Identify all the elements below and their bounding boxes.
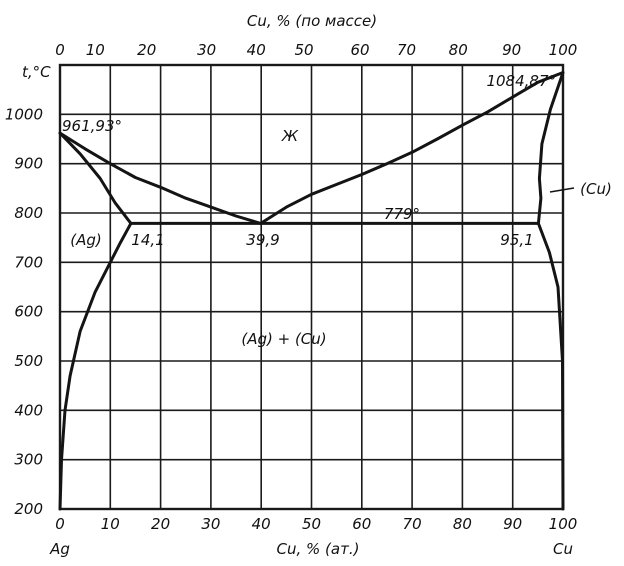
two-phase-region-label: (Ag) + (Cu) <box>241 330 326 348</box>
plot-frame <box>58 63 565 511</box>
bottom-tick-label: 80 <box>453 515 472 533</box>
bottom-tick-label: 30 <box>201 515 220 533</box>
top-tick-label: 10 <box>86 41 105 59</box>
phase-boundary-line <box>58 131 263 225</box>
y-tick-label: 400 <box>14 401 43 419</box>
bottom-tick-label: 90 <box>503 515 522 533</box>
top-tick-label: 50 <box>294 41 313 59</box>
phase-boundary-line <box>58 131 133 225</box>
y-tick-label: 700 <box>14 253 43 271</box>
y-tick-label: 600 <box>14 303 43 321</box>
ag-melting-point-label: 961,93° <box>62 117 122 135</box>
cu-phase-leader <box>549 187 575 193</box>
ag-phase-label: (Ag) <box>70 231 102 249</box>
top-tick-label: 40 <box>247 41 266 59</box>
phase-boundary-line <box>259 71 565 225</box>
top-tick-label: 20 <box>137 41 156 59</box>
liquid-region-label: Ж <box>281 127 299 145</box>
bottom-tick-label: 70 <box>403 515 422 533</box>
cu-melting-point-label: 1084,87° <box>486 72 556 90</box>
bottom-axis-title: Cu, % (ат.) <box>277 540 360 558</box>
y-tick-label: 200 <box>14 500 43 518</box>
phase-boundary-line <box>58 221 133 511</box>
top-tick-label: 60 <box>350 41 369 59</box>
phase-boundary-line <box>536 71 565 225</box>
top-axis-title: Cu, % (по массе) <box>247 12 377 30</box>
right-component-label: Cu <box>553 540 573 558</box>
top-tick-label: 80 <box>449 41 468 59</box>
bottom-tick-label: 0 <box>55 515 65 533</box>
bottom-tick-label: 20 <box>151 515 170 533</box>
grid-lines <box>60 65 563 509</box>
left-eutectic-composition-label: 14,1 <box>131 231 164 249</box>
y-axis-title: t,°C <box>22 63 51 81</box>
top-tick-label: 70 <box>397 41 416 59</box>
right-eutectic-composition-label: 95,1 <box>500 231 533 249</box>
eutectic-composition-label: 39,9 <box>246 231 279 249</box>
left-component-label: Ag <box>49 540 70 558</box>
phase-boundary-line <box>536 221 565 511</box>
bottom-tick-label: 60 <box>352 515 371 533</box>
y-tick-label: 500 <box>14 352 43 370</box>
top-tick-label: 0 <box>55 41 65 59</box>
bottom-tick-label: 40 <box>252 515 271 533</box>
y-tick-label: 800 <box>14 204 43 222</box>
top-tick-label: 90 <box>502 41 521 59</box>
bottom-tick-label: 50 <box>302 515 321 533</box>
y-tick-label: 1000 <box>5 105 43 123</box>
top-tick-label: 100 <box>549 41 578 59</box>
top-tick-label: 30 <box>197 41 216 59</box>
eutectic-temperature-label: 779° <box>384 205 420 223</box>
axis-ticks: 0 10 20 30 40 50 60 70 80 90 1000 10 20 30 40 50 60 70 80 9… <box>5 41 578 533</box>
bottom-tick-label: 10 <box>101 515 120 533</box>
bottom-tick-label: 100 <box>549 515 578 533</box>
phase-boundaries <box>58 71 565 511</box>
y-tick-label: 300 <box>14 451 43 469</box>
y-tick-label: 900 <box>14 155 43 173</box>
cu-phase-label: (Cu) <box>580 180 612 198</box>
